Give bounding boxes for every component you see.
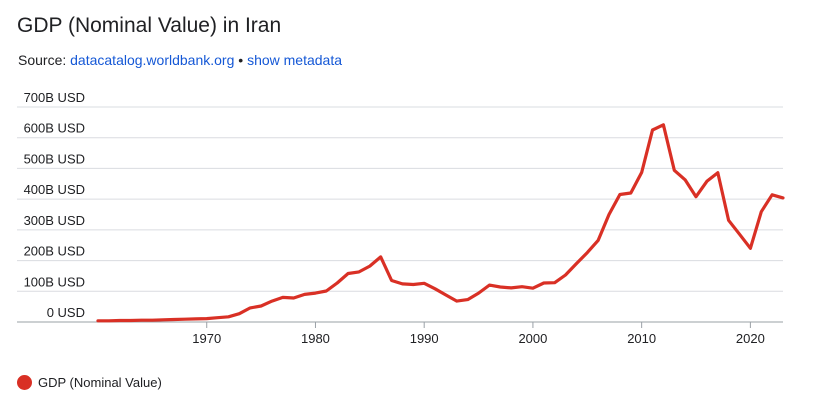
gdp-line-chart: 0 USD 100B USD 200B USD 300B USD 400B USD 500… [17, 90, 785, 346]
x-tick-label: 1970 [192, 331, 221, 346]
page-title: GDP (Nominal Value) in Iran [17, 14, 282, 37]
y-tick-label: 100B USD [24, 274, 85, 289]
x-tick-label: 2020 [736, 331, 765, 346]
y-tick-label: 300B USD [24, 213, 85, 228]
chart-legend[interactable]: GDP (Nominal Value) [17, 375, 162, 390]
y-tick-label: 0 USD [47, 305, 85, 320]
y-tick-label: 500B USD [24, 151, 85, 166]
source-link[interactable]: datacatalog.worldbank.org [70, 52, 235, 68]
legend-swatch [17, 375, 32, 390]
legend-label: GDP (Nominal Value) [38, 375, 162, 390]
y-tick-label: 700B USD [24, 90, 85, 105]
series-line-gdp [96, 123, 785, 323]
y-tick-label: 600B USD [24, 121, 85, 136]
y-tick-label: 400B USD [24, 182, 85, 197]
x-tick-label: 1980 [301, 331, 330, 346]
source-prefix: Source: [18, 52, 67, 68]
x-tick-label: 1990 [410, 331, 439, 346]
separator: • [238, 52, 244, 68]
y-tick-label: 200B USD [24, 244, 85, 259]
source-line: Source: datacatalog.worldbank.org • show… [18, 52, 342, 68]
x-tick-label: 2010 [627, 331, 656, 346]
x-tick-label: 2000 [518, 331, 547, 346]
show-metadata-link[interactable]: show metadata [247, 52, 343, 68]
